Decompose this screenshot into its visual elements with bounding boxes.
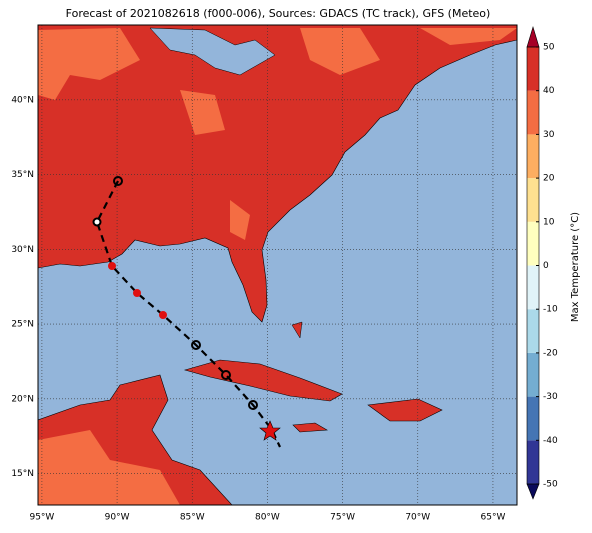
- map-frame: [37, 24, 518, 506]
- warm-patches: [38, 28, 517, 240]
- map: [38, 25, 517, 505]
- colorbar-bin: [527, 134, 539, 179]
- colorbar-tick-label: 20: [543, 174, 555, 184]
- highlands: [38, 430, 180, 505]
- x-tick-label: 85°W: [180, 513, 205, 523]
- colorbar-bin: [527, 352, 539, 397]
- colorbar-bin: [527, 265, 539, 310]
- colorbar-tick-label: -50: [543, 480, 558, 490]
- colorbar-extend-high: [526, 25, 540, 48]
- colorbar-tick-label: -40: [543, 436, 558, 446]
- hispaniola: [367, 398, 443, 422]
- colorbar-bin: [527, 221, 539, 266]
- x-tick-label: 75°W: [330, 513, 355, 523]
- colorbar-extend-low: [526, 483, 540, 500]
- track-point: [133, 289, 141, 297]
- colorbar-bin: [527, 309, 539, 353]
- track-point: [221, 370, 231, 380]
- colorbar-label: Max Temperature (°C): [570, 212, 581, 322]
- track-point: [108, 262, 116, 270]
- x-tick-label: 90°W: [105, 513, 130, 523]
- colorbar-tick-label: -20: [543, 348, 558, 358]
- track-point: [159, 311, 167, 319]
- y-tick-label: 15°N: [11, 469, 34, 479]
- colorbar: -50 -40 -30 -20 -10 0 10 20 30 40 50: [526, 25, 558, 500]
- y-tick-label: 25°N: [11, 320, 34, 330]
- x-tick-label: 95°W: [29, 513, 54, 523]
- cuba: [183, 359, 343, 402]
- colorbar-tick-label: 50: [543, 43, 555, 53]
- title: Forecast of 2021082618 (f000-006), Sourc…: [66, 7, 491, 20]
- x-tick-label: 65°W: [481, 513, 506, 523]
- bahamas: [291, 321, 303, 339]
- track-point: [113, 176, 123, 186]
- colorbar-bin: [527, 178, 539, 222]
- colorbar-tick-label: -10: [543, 305, 558, 315]
- colorbar-tick-label: 10: [543, 217, 555, 227]
- y-tick-label: 40°N: [11, 95, 34, 105]
- colorbar-bin: [527, 90, 539, 135]
- x-tick-label: 70°W: [405, 513, 430, 523]
- colorbar-tick-label: -30: [543, 392, 558, 402]
- y-tick-label: 30°N: [11, 245, 34, 255]
- track-point: [92, 217, 102, 227]
- colorbar-bin: [527, 47, 539, 91]
- great-lakes: [149, 27, 276, 76]
- track-point: [191, 340, 201, 350]
- track: [95, 180, 281, 448]
- colorbar-tick-label: 30: [543, 130, 555, 140]
- y-tick-label: 35°N: [11, 170, 34, 180]
- track-point: [248, 400, 258, 410]
- colorbar-tick-label: 0: [543, 261, 549, 271]
- colorbar-tick-label: 40: [543, 86, 555, 96]
- north-america: [38, 25, 517, 323]
- y-tick-label: 20°N: [11, 394, 34, 404]
- colorbar-bin: [527, 396, 539, 441]
- colorbar-bin: [527, 440, 539, 484]
- x-tick-label: 80°W: [255, 513, 280, 523]
- jamaica: [292, 422, 328, 433]
- current-position: [259, 420, 281, 441]
